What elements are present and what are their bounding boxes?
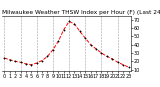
Text: Milwaukee Weather THSW Index per Hour (F) (Last 24 Hours): Milwaukee Weather THSW Index per Hour (F… <box>2 10 160 15</box>
